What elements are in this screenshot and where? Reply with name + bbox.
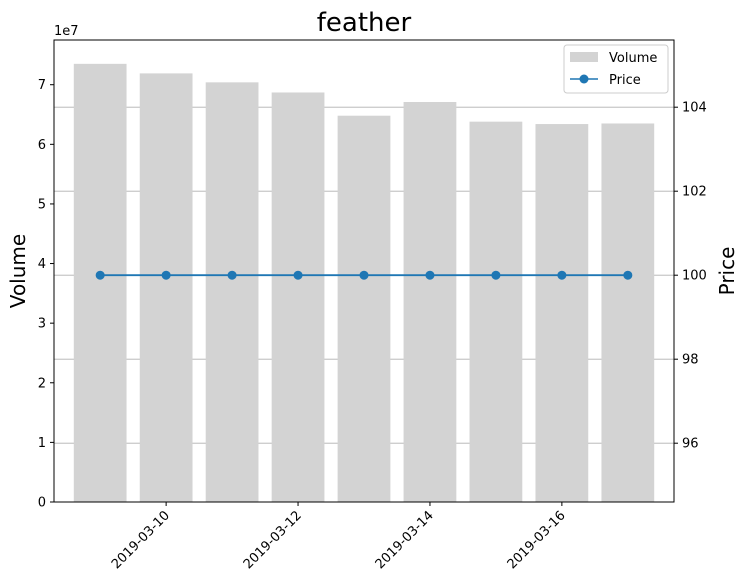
y-tick-label: 3: [38, 317, 46, 332]
volume-bar: [271, 92, 325, 503]
volume-bar: [403, 101, 457, 502]
x-tick-label: 2019-03-14: [373, 508, 437, 572]
price-point: [425, 270, 435, 280]
volume-bars: [73, 63, 655, 503]
y-tick-label: 6: [38, 138, 46, 153]
price-point: [557, 270, 567, 280]
y-tick-label: 5: [38, 197, 46, 212]
price-point: [359, 270, 369, 280]
y-tick-label: 0: [38, 496, 46, 511]
y2-tick-label: 104: [682, 101, 707, 116]
price-point: [623, 270, 633, 280]
price-point: [491, 270, 501, 280]
y-tick-label: 7: [38, 78, 46, 93]
plot-frame: [53, 39, 675, 503]
volume-bar: [139, 73, 193, 502]
x-tick-label: 2019-03-16: [505, 508, 569, 572]
price-line: [95, 270, 633, 280]
legend-price-label: Price: [609, 73, 641, 88]
y-exponent-label: 1e7: [54, 24, 79, 39]
y-axis-label: Volume: [6, 234, 30, 308]
volume-bar: [73, 63, 127, 503]
y-axis-ticks: 0 1 2 3 4 5 6 7: [38, 78, 54, 511]
legend: Volume Price: [563, 44, 669, 94]
y2-axis-ticks: 96 98 100 102 104: [674, 101, 707, 452]
volume-bar: [535, 124, 589, 502]
price-point: [293, 270, 303, 280]
y-tick-label: 1: [38, 436, 46, 451]
price-point: [95, 270, 105, 280]
y2-tick-label: 100: [682, 269, 707, 284]
price-point: [161, 270, 171, 280]
y2-axis-label: Price: [715, 247, 739, 296]
y2-tick-label: 98: [682, 353, 699, 368]
volume-bar: [601, 123, 655, 502]
volume-bar: [205, 82, 259, 502]
x-tick-label: 2019-03-12: [241, 508, 305, 572]
y2-tick-label: 96: [682, 437, 699, 452]
chart-title: feather: [317, 8, 412, 38]
y-tick-label: 4: [38, 257, 46, 272]
volume-bar: [337, 115, 391, 503]
x-tick-label: 2019-03-10: [109, 508, 173, 572]
y2-tick-label: 102: [682, 185, 707, 200]
legend-price-marker: [579, 74, 589, 84]
legend-volume-label: Volume: [609, 51, 657, 66]
legend-volume-swatch: [570, 52, 598, 62]
price-point: [227, 270, 237, 280]
x-axis-ticks: 2019-03-10 2019-03-12 2019-03-14 2019-03-16: [109, 502, 569, 572]
y-tick-label: 2: [38, 376, 46, 391]
volume-bar: [469, 121, 523, 502]
